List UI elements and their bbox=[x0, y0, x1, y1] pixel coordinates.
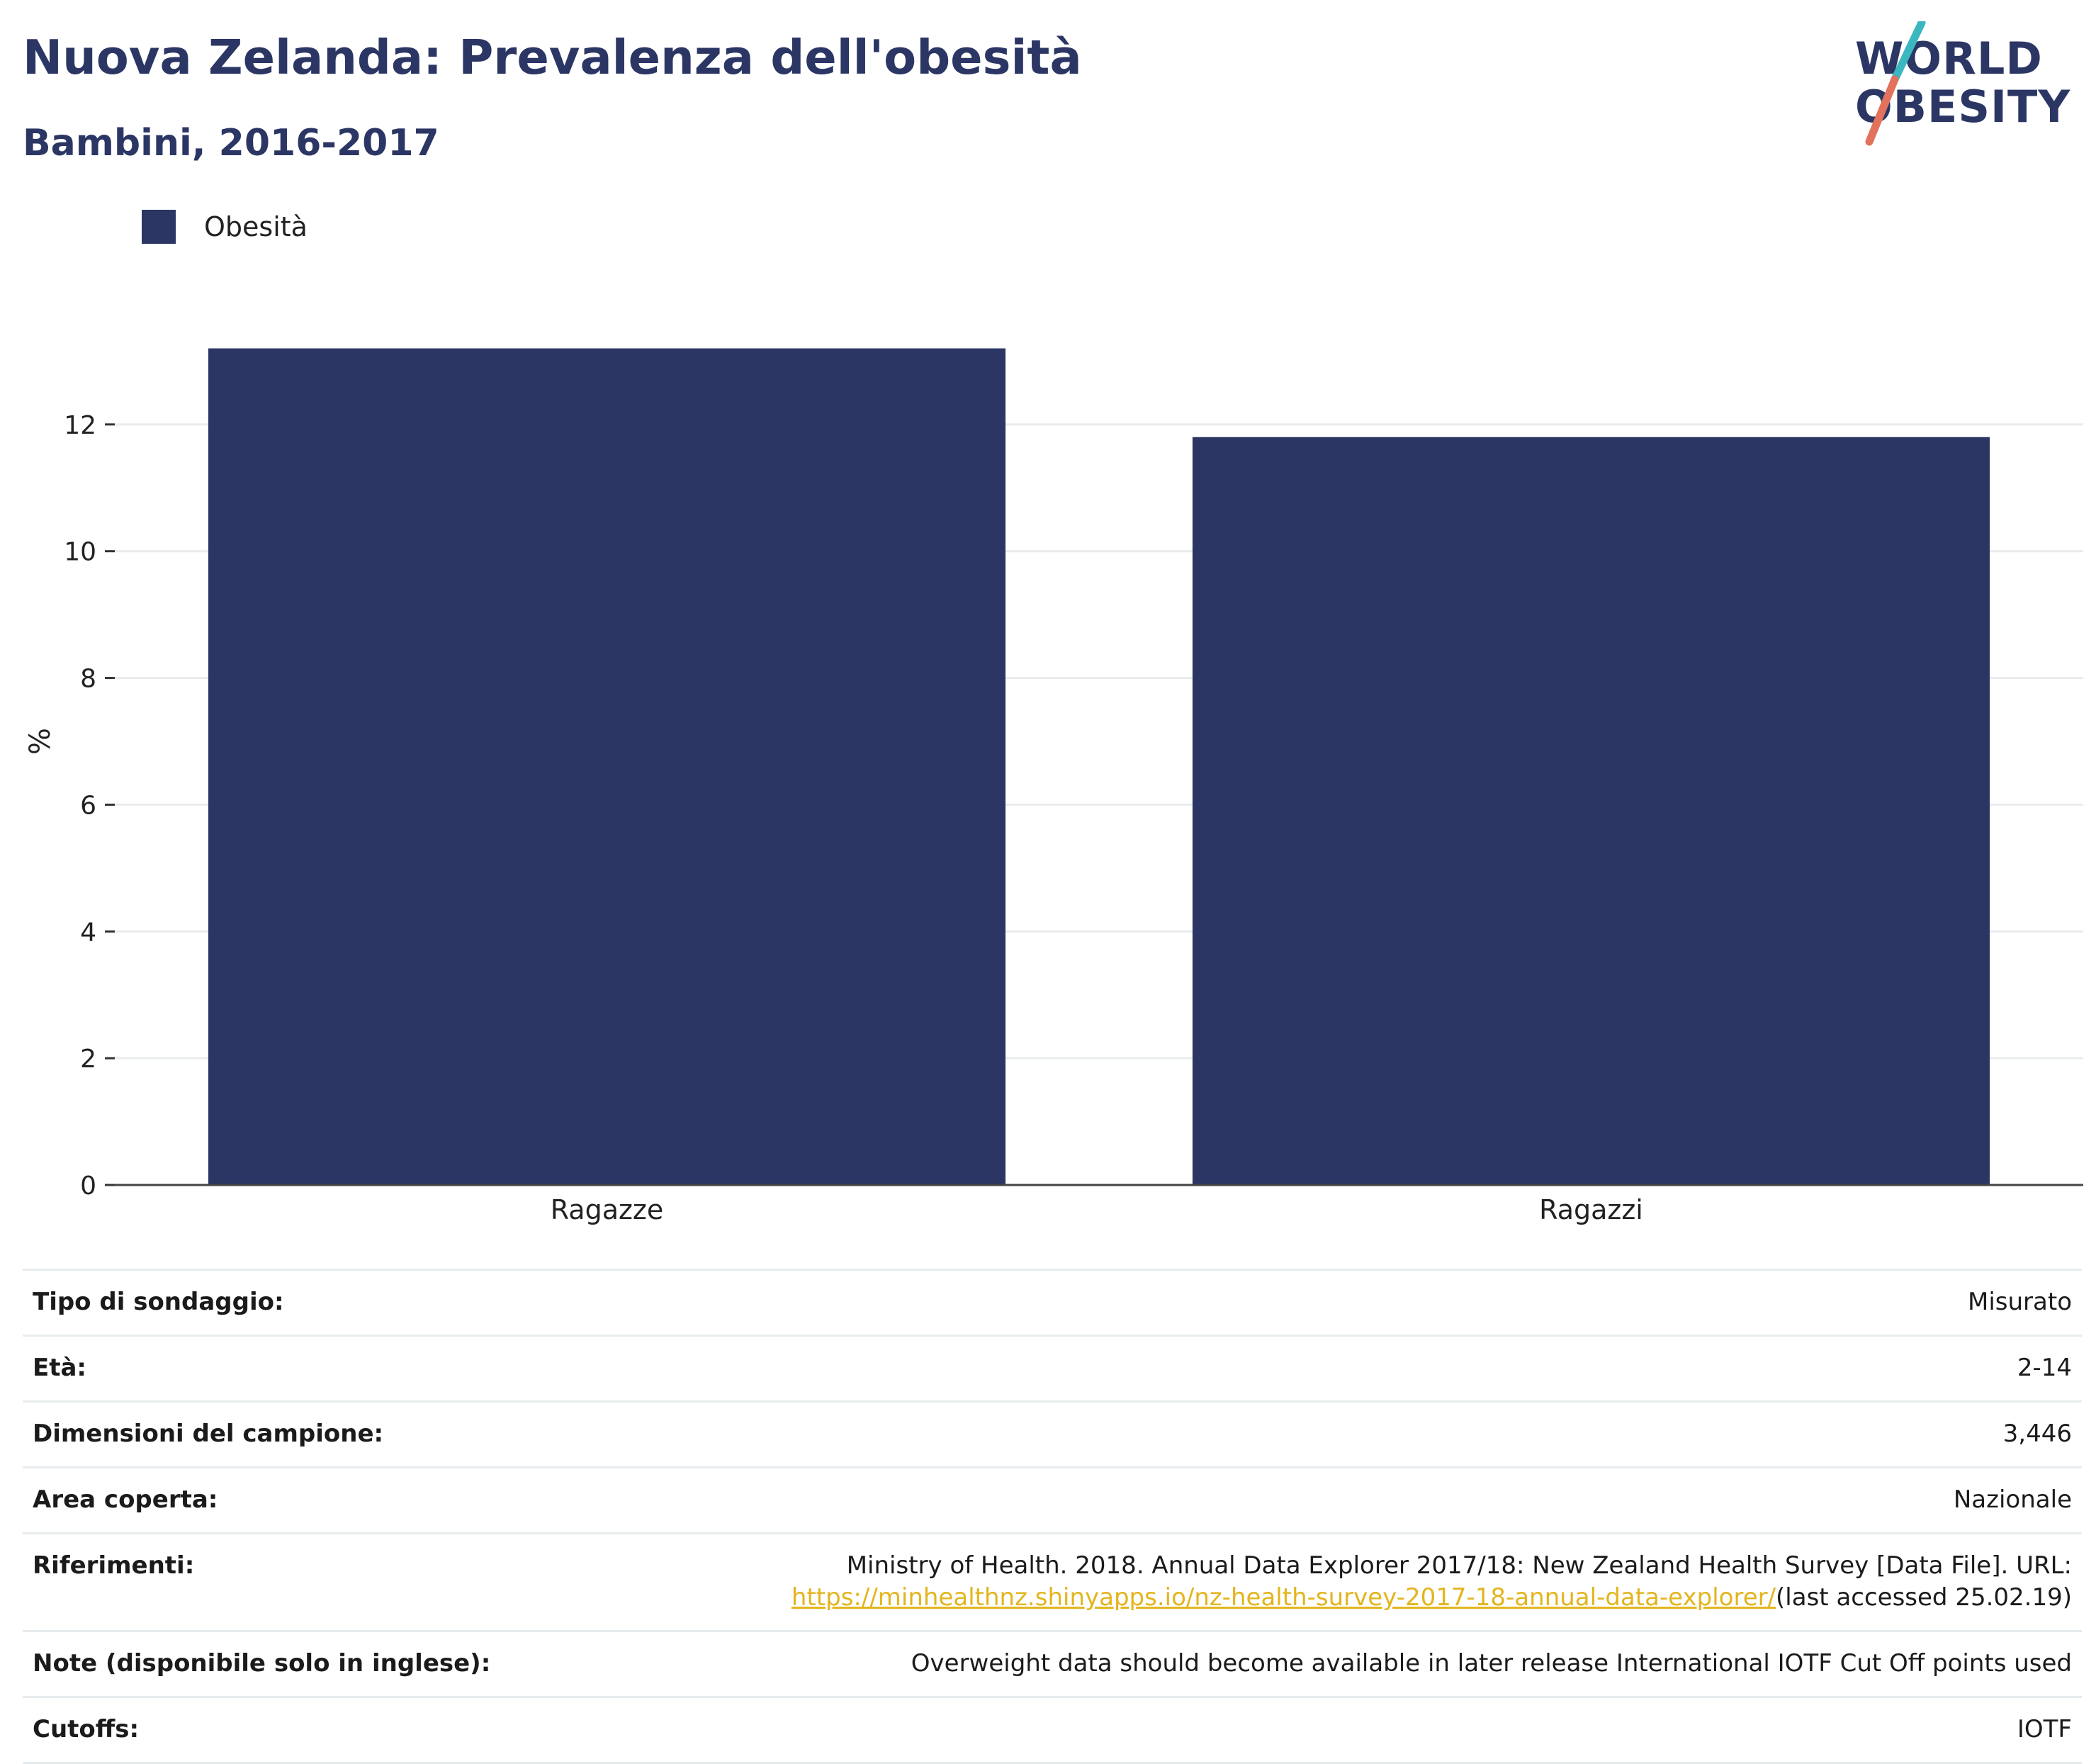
y-tick-label: 6 bbox=[80, 791, 96, 820]
chart-subtitle: Bambini, 2016-2017 bbox=[23, 122, 439, 164]
x-tick-label: Ragazzi bbox=[1539, 1194, 1643, 1225]
legend: Obesità bbox=[142, 210, 308, 244]
info-row-references: Riferimenti: Ministry of Health. 2018. A… bbox=[23, 1533, 2082, 1633]
info-row-survey-type: Tipo di sondaggio: Misurato bbox=[23, 1269, 2082, 1337]
info-row-notes: Note (disponibile solo in inglese): Over… bbox=[23, 1631, 2082, 1699]
info-label: Riferimenti: bbox=[23, 1533, 576, 1633]
y-tick-label: 0 bbox=[80, 1172, 96, 1201]
legend-label: Obesità bbox=[204, 211, 308, 242]
y-axis-title: % bbox=[24, 728, 57, 755]
bar-chart: 0 2 4 6 8 10 12% Ragazze Ragazzi bbox=[24, 348, 2083, 1225]
info-label: Area coperta: bbox=[23, 1467, 576, 1534]
info-value: IOTF bbox=[575, 1697, 2082, 1764]
survey-info-table: Tipo di sondaggio: Misurato Età: 2-14 Di… bbox=[23, 1269, 2082, 1764]
chart-title: Nuova Zelanda: Prevalenza dell'obesità bbox=[23, 30, 1082, 85]
info-label: Tipo di sondaggio: bbox=[23, 1269, 576, 1337]
info-value: Misurato bbox=[575, 1269, 2082, 1337]
logo-slash-icon bbox=[1865, 21, 1926, 146]
references-text: Ministry of Health. 2018. Annual Data Ex… bbox=[846, 1551, 2072, 1580]
logo-slash-bottom bbox=[1865, 75, 1899, 146]
world-obesity-logo: WORLD OBESITY bbox=[1842, 21, 2083, 149]
info-label: Cutoffs: bbox=[23, 1697, 576, 1764]
logo-slash-top bbox=[1891, 21, 1926, 84]
info-row-cutoffs: Cutoffs: IOTF bbox=[23, 1697, 2082, 1764]
info-value: Nazionale bbox=[575, 1467, 2082, 1534]
logo-word-world: WORLD bbox=[1855, 33, 2043, 84]
info-value: 2-14 bbox=[575, 1335, 2082, 1403]
y-tick-label: 2 bbox=[80, 1045, 96, 1074]
y-tick-label: 8 bbox=[80, 665, 96, 694]
y-tick-label: 12 bbox=[64, 411, 96, 440]
info-label: Dimensioni del campione: bbox=[23, 1401, 576, 1468]
info-label: Note (disponibile solo in inglese): bbox=[23, 1631, 576, 1699]
info-row-area: Area coperta: Nazionale bbox=[23, 1467, 2082, 1534]
info-value: 3,446 bbox=[575, 1401, 2082, 1468]
x-tick-label: Ragazze bbox=[551, 1194, 664, 1225]
references-suffix: (last accessed 25.02.19) bbox=[1776, 1583, 2072, 1612]
legend-swatch bbox=[142, 210, 176, 244]
y-tick-label: 10 bbox=[64, 538, 96, 567]
bar-ragazze bbox=[208, 348, 1006, 1185]
info-row-sample-size: Dimensioni del campione: 3,446 bbox=[23, 1401, 2082, 1468]
bar-ragazzi bbox=[1192, 437, 1990, 1185]
info-label: Età: bbox=[23, 1335, 576, 1403]
references-value: Ministry of Health. 2018. Annual Data Ex… bbox=[575, 1533, 2082, 1633]
info-value: Overweight data should become available … bbox=[575, 1631, 2082, 1699]
info-row-age: Età: 2-14 bbox=[23, 1335, 2082, 1403]
references-link[interactable]: https://minhealthnz.shinyapps.io/nz-heal… bbox=[791, 1583, 1776, 1612]
y-tick-label: 4 bbox=[80, 918, 96, 947]
